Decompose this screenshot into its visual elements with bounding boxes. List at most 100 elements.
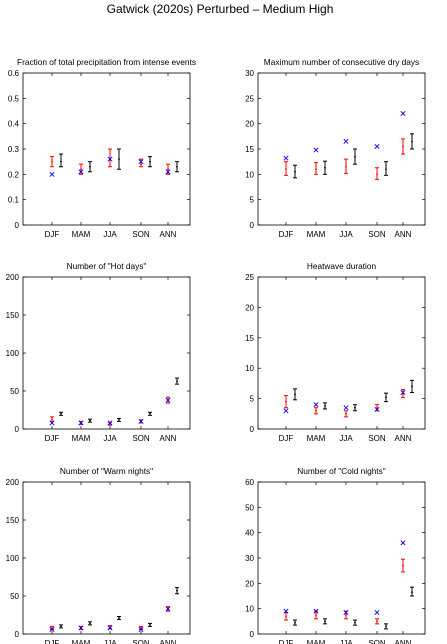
perturbed-errorbar <box>88 418 92 423</box>
perturbed-errorbar <box>410 586 414 597</box>
observed-marker <box>374 143 380 149</box>
y-tick-label: 15 <box>245 334 254 343</box>
perturbed-errorbar <box>384 623 388 630</box>
y-tick-label: 25 <box>245 94 254 103</box>
x-tick-label: ANN <box>395 434 412 443</box>
control-errorbar-mean <box>376 620 378 623</box>
panel-title: Number of "Warm nights" <box>60 466 153 476</box>
perturbed-errorbar-mean <box>385 168 387 171</box>
y-tick-label: 30 <box>245 554 254 563</box>
y-tick-label: 50 <box>10 387 19 396</box>
chart-panel-4: Heatwave duration 0 5 10 15 20 25 DJF MAM JJA SON A… <box>245 261 426 443</box>
control-errorbar-mean <box>285 400 287 403</box>
perturbed-errorbar <box>117 148 121 170</box>
perturbed-errorbar-mean <box>118 158 120 161</box>
perturbed-errorbar <box>353 148 357 165</box>
y-tick-label: 0.3 <box>8 145 20 154</box>
x-tick-label: MAM <box>72 639 91 644</box>
observed-marker <box>343 609 349 615</box>
control-errorbar <box>50 416 54 422</box>
y-tick-label: 10 <box>245 170 254 179</box>
control-errorbar-mean <box>402 564 404 567</box>
observed-marker <box>78 169 84 175</box>
perturbed-errorbar-mean <box>324 166 326 169</box>
observed-marker <box>283 608 289 614</box>
x-tick-label: MAM <box>307 434 326 443</box>
control-errorbar-mean <box>51 418 53 421</box>
x-tick-label: SON <box>132 230 150 239</box>
observed-marker <box>165 397 171 403</box>
x-tick-label: JJA <box>103 434 117 443</box>
perturbed-errorbar-mean <box>149 623 151 626</box>
observed-marker-stroke <box>374 609 380 615</box>
perturbed-errorbar-mean <box>176 589 178 592</box>
panel-title: Number of "Hot days" <box>67 261 147 271</box>
y-tick-label: 0 <box>250 425 255 434</box>
observed-marker-stroke <box>283 608 289 614</box>
observed-marker-stroke <box>165 606 171 612</box>
y-tick-label: 100 <box>6 349 20 358</box>
x-tick-label: SON <box>368 230 386 239</box>
x-tick-label: ANN <box>160 230 177 239</box>
x-tick-label: DJF <box>279 639 294 644</box>
x-tick-label: ANN <box>160 434 177 443</box>
chart-panel-3: Number of "Hot days" 0 50 100 150 200 DJF MAM JJ… <box>6 261 191 443</box>
control-errorbar <box>314 407 318 415</box>
y-tick-label: 150 <box>6 516 20 525</box>
control-errorbar-mean <box>140 163 142 166</box>
observed-marker-stroke <box>283 408 289 414</box>
observed-marker-stroke <box>313 402 319 408</box>
observed-marker <box>313 402 319 408</box>
observed-marker <box>400 390 406 396</box>
observed-marker-stroke <box>49 626 55 632</box>
perturbed-errorbar-mean <box>354 155 356 158</box>
x-tick-label: DJF <box>45 434 60 443</box>
x-tick-label: SON <box>368 434 386 443</box>
perturbed-errorbar <box>410 133 414 150</box>
perturbed-errorbar-mean <box>411 591 413 594</box>
perturbed-errorbar <box>59 153 63 168</box>
panel-title: Heatwave duration <box>307 261 377 271</box>
plot-frame <box>257 72 426 226</box>
x-tick-label: JJA <box>339 230 353 239</box>
perturbed-errorbar-mean <box>89 419 91 422</box>
perturbed-errorbar <box>293 619 297 626</box>
y-tick-label: 0.6 <box>8 69 20 78</box>
perturbed-errorbar <box>353 404 357 412</box>
control-errorbar <box>284 395 288 409</box>
control-errorbar-mean <box>51 160 53 163</box>
observed-marker-stroke <box>343 609 349 615</box>
perturbed-errorbar-mean <box>411 385 413 388</box>
control-errorbar-mean <box>402 145 404 148</box>
x-tick-label: DJF <box>45 230 60 239</box>
observed-marker <box>138 626 144 632</box>
y-tick-label: 200 <box>6 273 20 282</box>
perturbed-errorbar <box>88 161 92 173</box>
y-tick-label: 25 <box>245 273 254 282</box>
observed-marker-stroke <box>374 143 380 149</box>
observed-marker-stroke <box>313 608 319 614</box>
perturbed-errorbar <box>59 411 63 416</box>
control-errorbar <box>375 618 379 625</box>
plot-frame <box>257 481 426 635</box>
observed-marker-stroke <box>107 420 113 426</box>
observed-marker <box>343 405 349 411</box>
x-tick-label: MAM <box>307 639 326 644</box>
perturbed-errorbar-mean <box>354 406 356 409</box>
perturbed-errorbar-mean <box>324 620 326 623</box>
observed-marker-stroke <box>374 407 380 413</box>
perturbed-errorbar-mean <box>118 617 120 619</box>
y-tick-label: 30 <box>245 69 254 78</box>
y-tick-label: 5 <box>250 395 255 404</box>
perturbed-errorbar-mean <box>149 412 151 415</box>
y-tick-label: 10 <box>245 364 254 373</box>
control-errorbar <box>401 138 405 155</box>
observed-marker <box>165 606 171 612</box>
observed-marker <box>374 407 380 413</box>
x-tick-label: MAM <box>72 434 91 443</box>
control-errorbar-mean <box>167 168 169 171</box>
observed-marker <box>78 625 84 631</box>
perturbed-errorbar <box>148 622 152 627</box>
y-tick-label: 0 <box>15 425 20 434</box>
control-errorbar-mean <box>80 168 82 171</box>
